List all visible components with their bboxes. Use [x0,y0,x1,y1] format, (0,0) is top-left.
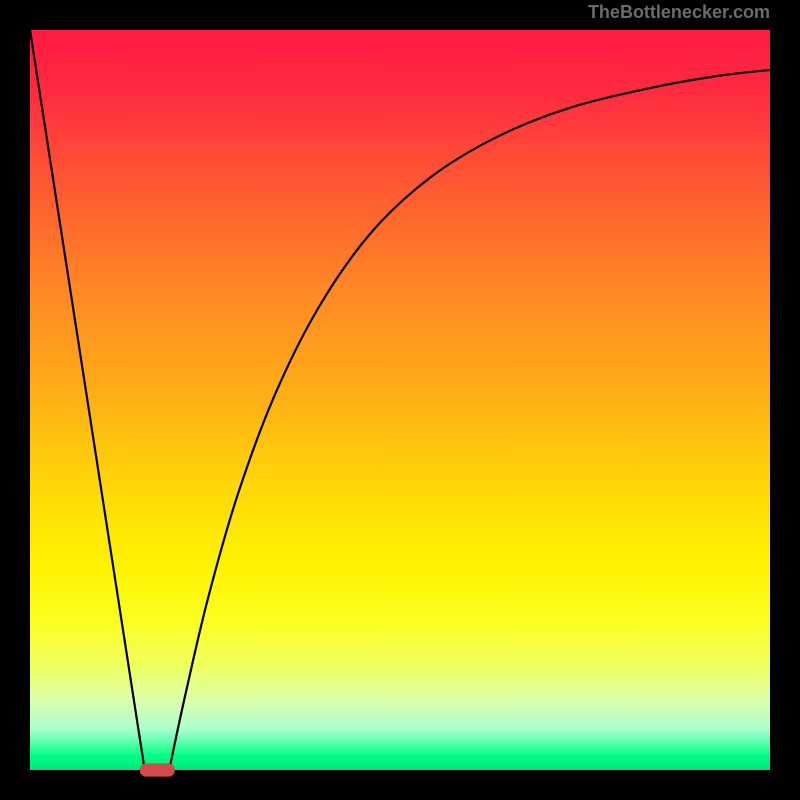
watermark-text: TheBottlenecker.com [588,2,770,23]
chart-container: TheBottlenecker.com [0,0,800,800]
bottleneck-chart [0,0,800,800]
